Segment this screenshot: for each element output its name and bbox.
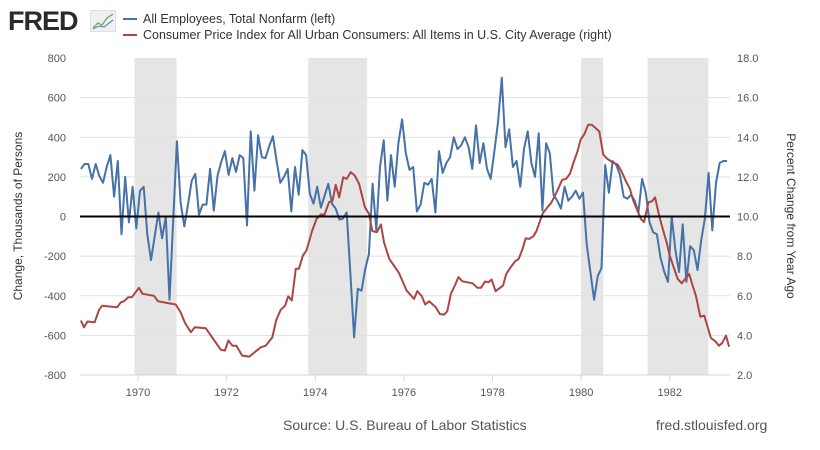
fred-logo[interactable]: FRED xyxy=(8,6,78,37)
x-tick-label: 1982 xyxy=(657,387,681,399)
series-line-employees xyxy=(80,76,727,339)
y-axis-title-left: Change, Thousands of Persons xyxy=(11,132,25,301)
fred-url-link[interactable]: fred.stlouisfed.org xyxy=(656,417,768,433)
y-tick-label-right: 6.0 xyxy=(737,291,752,303)
y-tick-label-left: 0 xyxy=(60,212,66,224)
legend-swatch-red xyxy=(123,34,137,36)
x-tick-label: 1980 xyxy=(569,387,593,399)
legend-item-cpi[interactable]: Consumer Price Index for All Urban Consu… xyxy=(123,27,612,43)
y-tick-label-left: 600 xyxy=(48,93,66,105)
y-axis-title-right: Percent Change from Year Ago xyxy=(784,133,798,299)
y-tick-label-right: 18.0 xyxy=(737,53,758,65)
source-note: Source: U.S. Bureau of Labor Statistics xyxy=(283,417,527,433)
y-tick-label-right: 16.0 xyxy=(737,93,758,105)
y-tick-label-left: -600 xyxy=(44,330,66,342)
legend-label: Consumer Price Index for All Urban Consu… xyxy=(143,28,612,42)
legend-label: All Employees, Total Nonfarm (left) xyxy=(143,12,336,26)
y-tick-label-right: 10.0 xyxy=(737,212,758,224)
y-tick-label-left: -200 xyxy=(44,251,66,263)
y-tick-label-right: 4.0 xyxy=(737,330,752,342)
legend: All Employees, Total Nonfarm (left) Cons… xyxy=(123,11,612,43)
y-tick-label-right: 14.0 xyxy=(737,132,758,144)
series-line-cpi xyxy=(79,123,731,358)
y-tick-label-left: -400 xyxy=(44,291,66,303)
y-tick-label-left: 800 xyxy=(48,53,66,65)
x-tick-label: 1972 xyxy=(214,387,238,399)
legend-item-employees[interactable]: All Employees, Total Nonfarm (left) xyxy=(123,11,612,27)
legend-swatch-blue xyxy=(123,18,137,20)
x-tick-label: 1978 xyxy=(480,387,504,399)
logo-text: FRED xyxy=(8,6,78,36)
y-tick-label-right: 12.0 xyxy=(737,172,758,184)
x-tick-label: 1970 xyxy=(126,387,150,399)
x-tick-label: 1976 xyxy=(392,387,416,399)
y-tick-label-right: 2.0 xyxy=(737,370,752,382)
y-tick-label-left: 200 xyxy=(48,172,66,184)
y-tick-label-left: -800 xyxy=(44,370,66,382)
x-tick-label: 1974 xyxy=(303,387,327,399)
chart-logo-icon xyxy=(90,10,116,32)
y-tick-label-left: 400 xyxy=(48,132,66,144)
y-tick-label-right: 8.0 xyxy=(737,251,752,263)
